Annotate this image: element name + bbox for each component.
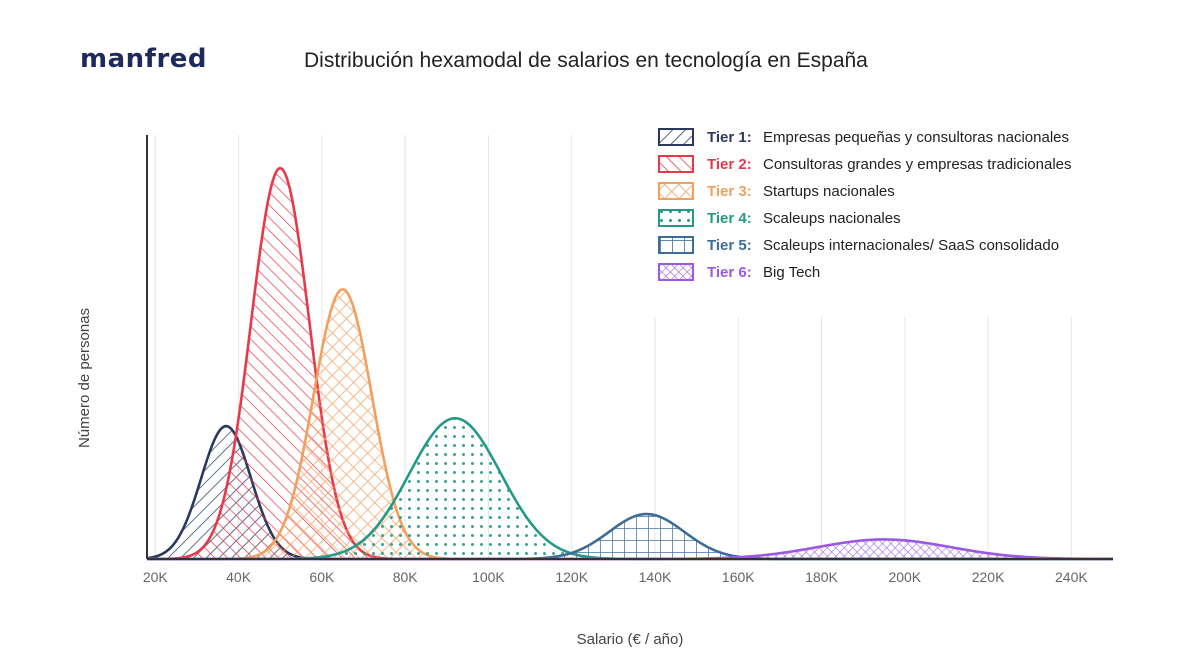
legend-series-name: Big Tech [763,264,820,281]
chart-title: Distribución hexamodal de salarios en te… [304,49,868,72]
legend-swatch [658,182,694,200]
legend-tier-label: Tier 6: [707,264,752,281]
legend: Tier 1: Empresas pequeñas y consultoras n… [658,128,1072,281]
legend-item-tier-1: Tier 1: Empresas pequeñas y consultoras n… [658,128,1069,146]
x-axis-title: Salario (€ / año) [577,631,684,648]
legend-swatch [658,128,694,146]
legend-tier-label: Tier 2: [707,156,752,173]
y-axis-title: Número de personas [76,308,93,448]
x-tick-label: 20K [143,569,169,585]
series-2-area [147,168,1113,560]
x-tick-label: 100K [472,569,505,585]
x-tick-label: 80K [393,569,419,585]
series-3-area [147,289,1113,559]
legend-item-tier-6: Tier 6: Big Tech [658,263,820,281]
x-tick-label: 200K [888,569,921,585]
legend-item-tier-3: Tier 3: Startups nacionales [658,182,895,200]
legend-swatch [658,209,694,227]
gridlines [154,135,1072,559]
legend-series-name: Empresas pequeñas y consultoras nacional… [763,129,1069,146]
legend-tier-label: Tier 1: [707,129,752,146]
legend-series-name: Scaleups internacionales/ SaaS consolida… [763,237,1059,254]
x-axis-ticks: 20K 40K 60K 80K 100K 120K 140K 160K 180K 200K 220K… [143,569,1089,585]
distribution-curves [146,166,1114,561]
legend-tier-label: Tier 4: [707,210,752,227]
x-tick-label: 220K [972,569,1005,585]
legend-series-name: Startups nacionales [763,183,895,200]
x-tick-label: 160K [722,569,755,585]
legend-item-tier-5: Tier 5: Scaleups internacionales/ SaaS co… [658,236,1059,254]
legend-series-name: Scaleups nacionales [763,210,901,227]
legend-item-tier-4: Tier 4: Scaleups nacionales [658,209,901,227]
series-4-area [147,418,1113,559]
legend-tier-label: Tier 3: [707,183,752,200]
legend-swatch [658,263,694,281]
x-tick-label: 140K [639,569,672,585]
x-tick-label: 240K [1055,569,1088,585]
x-tick-label: 120K [555,569,588,585]
x-tick-label: 40K [226,569,252,585]
legend-tier-label: Tier 5: [707,237,752,254]
x-tick-label: 60K [309,569,335,585]
series-5-area [147,514,1113,559]
legend-item-tier-2: Tier 2: Consultoras grandes y empresas tr… [658,155,1072,173]
x-tick-label: 180K [805,569,838,585]
legend-swatch [658,236,694,254]
legend-series-name: Consultoras grandes y empresas tradicion… [763,156,1072,173]
manfred-logo: manfred [80,44,208,74]
series-6-area [147,539,1113,559]
legend-swatch [658,155,694,173]
